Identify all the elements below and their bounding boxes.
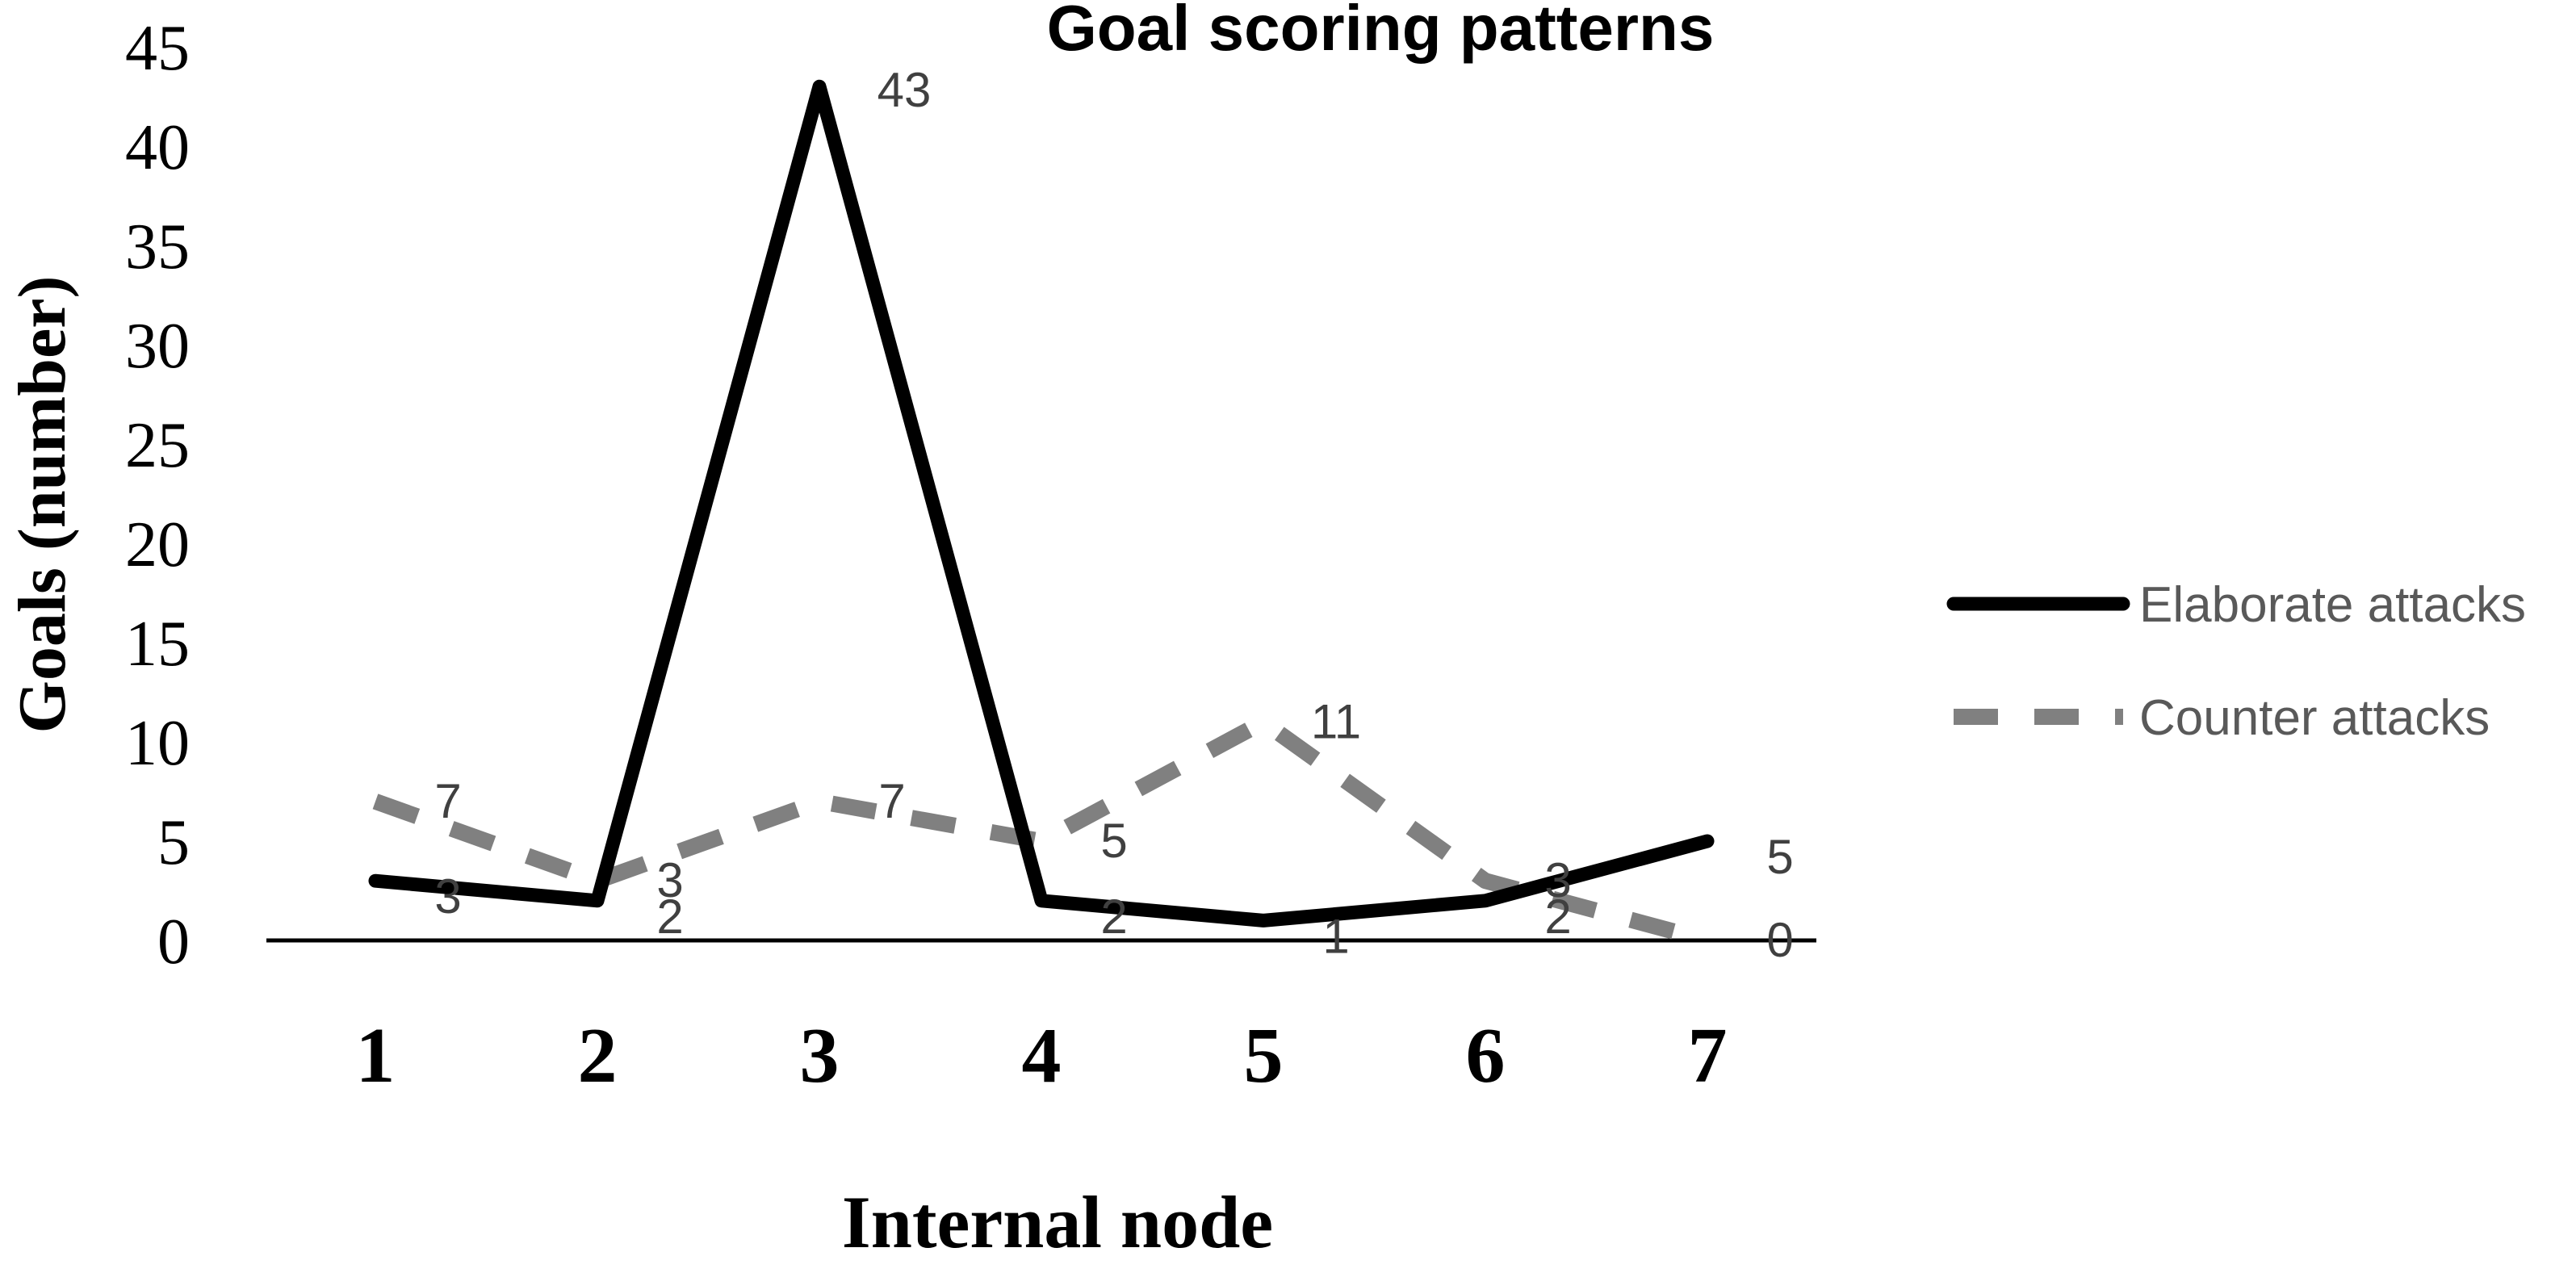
legend-label: Elaborate attacks: [2139, 577, 2526, 633]
data-label: 5: [1100, 814, 1127, 868]
y-tick-label: 40: [125, 112, 190, 183]
y-axis-label: Goals (number): [5, 276, 80, 734]
y-tick-label: 30: [125, 311, 190, 382]
data-label: 2: [1544, 890, 1571, 944]
data-label: 3: [656, 853, 683, 907]
x-tick-label: 5: [1244, 1012, 1284, 1099]
data-label: 43: [878, 63, 932, 117]
x-tick-label: 1: [356, 1012, 396, 1099]
x-tick-label: 7: [1688, 1012, 1728, 1099]
x-tick-label: 4: [1022, 1012, 1062, 1099]
legend-label: Counter attacks: [2139, 690, 2490, 746]
series-lines: [368, 79, 1715, 948]
chart-title: Goal scoring patterns: [1047, 0, 1715, 64]
y-tick-label: 20: [125, 509, 190, 580]
y-tick-label: 15: [125, 609, 190, 680]
y-tick-label: 25: [125, 410, 190, 481]
x-axis-ticks: 1 2 3 4 5 6 7: [356, 1012, 1728, 1099]
data-label: 0: [1766, 913, 1793, 967]
data-label: 7: [434, 774, 461, 828]
data-label: 2: [1100, 890, 1127, 944]
y-tick-label: 10: [125, 708, 190, 779]
y-tick-label: 45: [125, 13, 190, 84]
x-tick-label: 6: [1466, 1012, 1506, 1099]
data-label: 3: [434, 869, 461, 923]
x-tick-label: 3: [800, 1012, 840, 1099]
series-line-counter-attacks: [372, 714, 1710, 948]
series-line-elaborate-attacks: [368, 79, 1715, 928]
data-label: 7: [878, 774, 905, 828]
data-label: 5: [1766, 830, 1793, 884]
y-tick-label: 0: [157, 907, 190, 978]
y-tick-label: 5: [157, 807, 190, 878]
data-label: 3: [1544, 853, 1571, 907]
x-tick-label: 2: [578, 1012, 618, 1099]
legend: Elaborate attacks Counter attacks: [1946, 577, 2526, 746]
y-tick-label: 35: [125, 211, 190, 283]
data-label: 2: [656, 890, 683, 944]
y-axis-ticks: 0 5 10 15 20 25 30 35 40 45: [125, 13, 190, 978]
data-label: 1: [1322, 909, 1349, 963]
data-label: 11: [1311, 694, 1361, 748]
x-axis-label: Internal node: [842, 1181, 1273, 1263]
